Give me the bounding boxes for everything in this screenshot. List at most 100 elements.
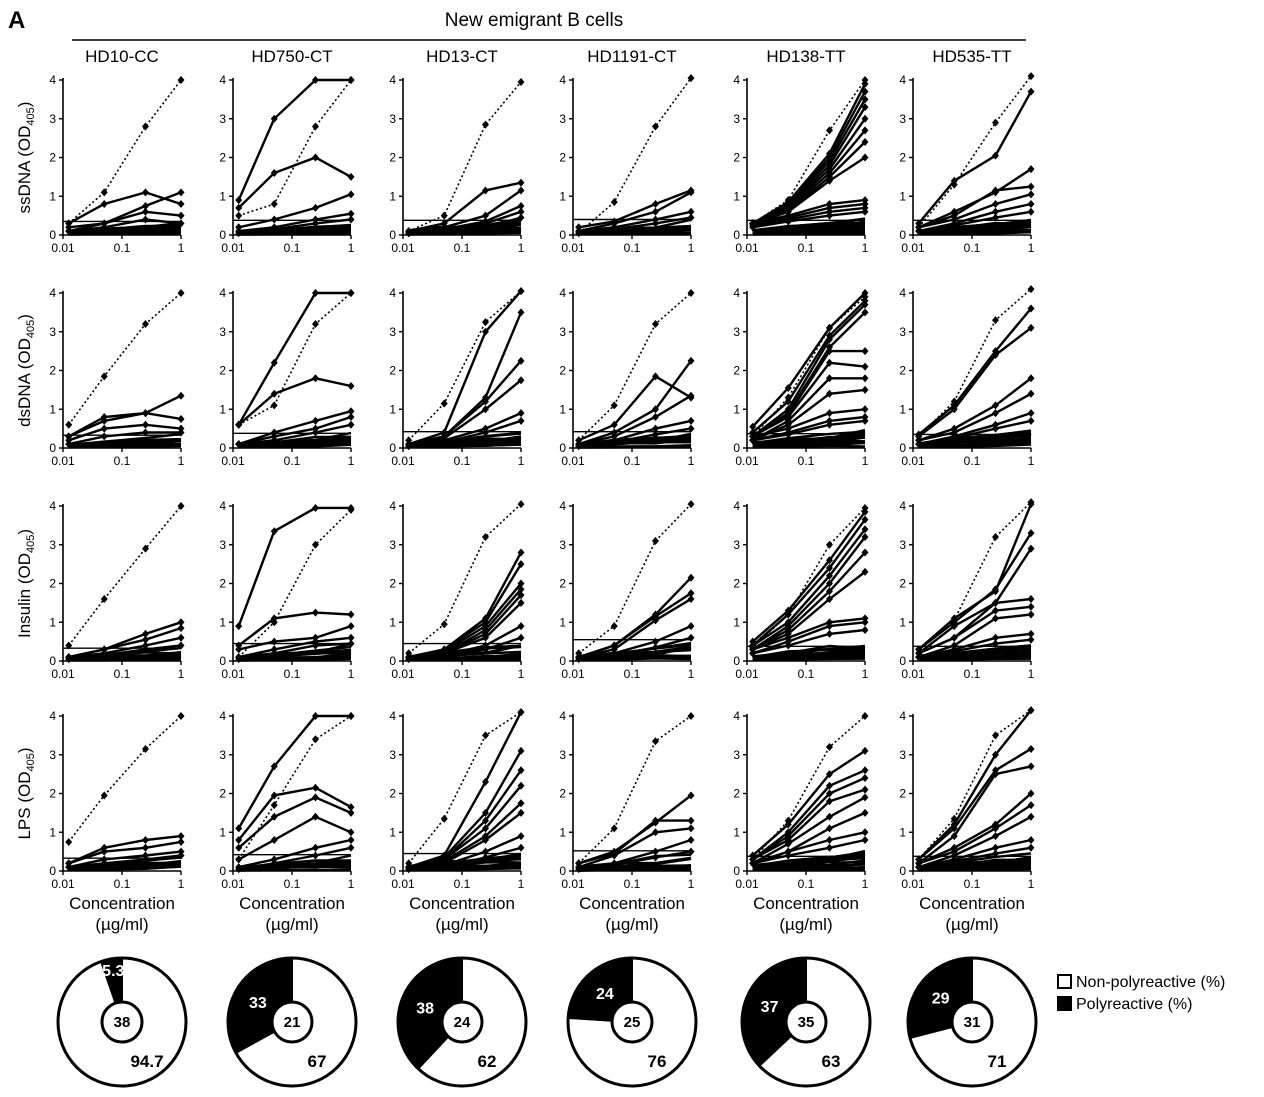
data-point	[861, 626, 869, 634]
pie-chart: 38 5.3 94.7	[56, 956, 188, 1088]
control-point	[177, 76, 185, 84]
control-point	[991, 731, 999, 740]
series-line	[918, 185, 1032, 229]
data-point	[861, 362, 869, 371]
x-tick-label: 1	[862, 454, 869, 468]
figure-title: New emigrant B cells	[445, 10, 623, 31]
series-line	[578, 636, 692, 661]
control-point	[100, 595, 108, 603]
data-point	[651, 413, 659, 421]
control-point	[481, 731, 489, 740]
y-tick-label: 0	[899, 441, 906, 455]
data-point	[517, 598, 525, 607]
control-point	[749, 432, 757, 441]
series-line	[918, 792, 1032, 865]
y-tick-label: 0	[219, 654, 226, 668]
y-tick-label: 3	[389, 112, 396, 126]
control-line	[578, 292, 692, 441]
y-tick-label: 1	[219, 615, 226, 629]
x-tick-label: 0.01	[51, 667, 75, 681]
series-line	[918, 638, 1032, 659]
series-line-weak	[238, 230, 352, 236]
data-point	[687, 573, 695, 582]
data-point	[861, 207, 869, 216]
x-tick-label: 1	[518, 667, 525, 681]
control-point	[347, 76, 355, 84]
row-label: dsDNA (OD405)	[15, 314, 37, 427]
control-point	[825, 743, 833, 751]
series-line	[237, 796, 352, 849]
data-point	[141, 629, 149, 638]
data-point	[347, 382, 355, 390]
data-point	[991, 639, 999, 648]
y-tick-label: 2	[899, 364, 906, 378]
pie-nonpoly-label: 71	[988, 1052, 1007, 1071]
series-line-weak	[918, 863, 1032, 871]
y-tick-label: 4	[559, 709, 566, 723]
series-line	[238, 838, 352, 869]
control-point	[440, 399, 448, 408]
control-point	[235, 420, 243, 429]
series-line	[68, 626, 182, 659]
series-line	[917, 326, 1032, 438]
control-point	[575, 649, 583, 658]
data-point	[950, 832, 958, 841]
control-point	[141, 122, 149, 131]
data-point	[861, 308, 869, 317]
series-line	[237, 291, 351, 426]
data-point	[270, 358, 278, 367]
pie-center-count: 24	[454, 1014, 471, 1031]
data-point	[347, 420, 355, 429]
series-line-weak	[238, 868, 352, 872]
data-point	[687, 816, 695, 825]
series-line	[918, 210, 1032, 233]
y-tick-label: 0	[559, 864, 566, 878]
data-point	[991, 207, 999, 216]
x-tick-label: 0.1	[624, 667, 641, 681]
control-line	[578, 77, 692, 234]
control-point	[65, 837, 73, 846]
series-line-weak	[68, 444, 182, 449]
y-tick-label: 1	[899, 825, 906, 839]
control-point	[440, 620, 448, 629]
chart-panel: 0 1 2 3 4 0.01 0.1 1	[559, 499, 694, 681]
y-tick-label: 1	[49, 402, 56, 416]
data-point	[687, 589, 695, 598]
control-point	[270, 618, 278, 627]
y-tick-label: 0	[389, 228, 396, 242]
chart-panel: 0 1 2 3 4 0.01 0.1 1	[899, 706, 1035, 891]
data-point	[610, 861, 618, 870]
series-line	[578, 216, 692, 235]
y-tick-label: 1	[559, 825, 566, 839]
data-point	[347, 413, 355, 421]
y-tick-label: 2	[49, 787, 56, 801]
control-point	[950, 616, 958, 625]
control-line	[752, 507, 866, 648]
data-point	[235, 836, 243, 844]
data-point	[481, 853, 489, 862]
data-point	[687, 847, 695, 856]
y-tick-label: 1	[389, 402, 396, 416]
series-line-weak	[918, 856, 1032, 869]
series-line	[68, 636, 182, 659]
control-point	[141, 544, 149, 553]
data-point	[950, 851, 958, 860]
x-axis-title: Concentration	[753, 894, 859, 913]
series-line	[751, 518, 866, 647]
y-tick-label: 3	[559, 748, 566, 762]
y-tick-label: 4	[733, 73, 740, 87]
series-line	[68, 411, 182, 438]
y-tick-label: 4	[733, 499, 740, 513]
data-point	[651, 424, 659, 433]
data-point	[347, 610, 355, 619]
x-axis-title: Concentration	[409, 894, 515, 913]
x-tick-label: 1	[1028, 241, 1035, 255]
series-line-weak	[578, 867, 692, 872]
series-line-weak	[68, 439, 182, 448]
data-point	[825, 571, 833, 580]
data-point	[100, 645, 108, 654]
chart-panel: 0 1 2 3 4 0.01 0.1 1	[389, 708, 525, 891]
control-point	[100, 372, 108, 381]
series-line	[408, 602, 522, 659]
data-point	[651, 847, 659, 856]
